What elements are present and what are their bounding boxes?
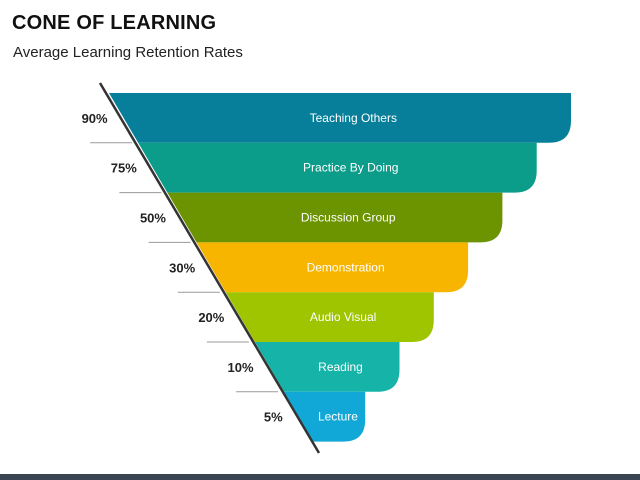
band-label: Audio Visual [310, 310, 377, 324]
cone-band [225, 292, 434, 342]
band-label: Practice By Doing [303, 161, 398, 175]
cone-band [254, 342, 400, 392]
bottom-bar [0, 474, 640, 480]
band-label: Reading [318, 360, 363, 374]
percent-label: 30% [169, 260, 195, 275]
percent-label: 10% [228, 360, 254, 375]
cone-band [167, 192, 503, 243]
band-label: Teaching Others [310, 111, 397, 125]
cone-band [284, 391, 366, 442]
cone-band [109, 93, 571, 143]
cone-band [196, 242, 469, 293]
band-label: Demonstration [307, 260, 385, 274]
percent-label: 75% [111, 161, 137, 176]
cone-band [138, 142, 537, 193]
percent-label: 20% [198, 310, 224, 325]
page-title: CONE OF LEARNING [12, 12, 217, 34]
percent-label: 90% [82, 111, 108, 126]
band-label: Lecture [318, 410, 358, 424]
page-subtitle: Average Learning Retention Rates [13, 44, 243, 61]
band-label: Discussion Group [301, 211, 396, 225]
percent-label: 50% [140, 211, 166, 226]
percent-label: 5% [264, 410, 283, 425]
cone-edge-line [98, 82, 321, 454]
